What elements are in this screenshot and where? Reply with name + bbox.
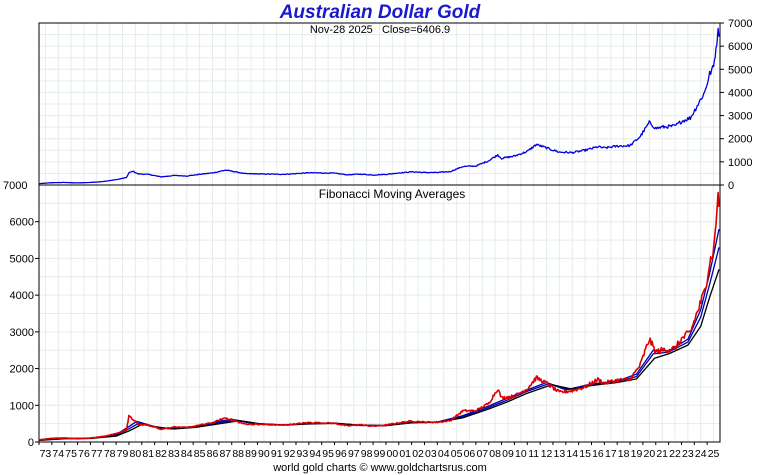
- x-tick-label: 76: [78, 448, 90, 460]
- y-tick-label: 4000: [10, 290, 34, 302]
- x-tick-label: 74: [52, 448, 64, 460]
- y-tick-label: 3000: [10, 327, 34, 339]
- x-tick-label: 97: [348, 448, 360, 460]
- y-tick-label: 2000: [10, 364, 34, 376]
- series-line: [38, 191, 720, 441]
- top-panel-grid: [39, 23, 720, 185]
- y-tick-label: 7000: [728, 18, 752, 30]
- x-tick-label: 23: [682, 448, 694, 460]
- x-tick-label: 94: [309, 448, 321, 460]
- x-tick-label: 98: [361, 448, 373, 460]
- x-axis: 73 74 75 76 77 78 79 80 81 82 83 84 85 86 87 88 89 90 91 92…: [38, 442, 720, 460]
- x-tick-label: 96: [335, 448, 347, 460]
- chart-title: Australian Dollar Gold: [279, 2, 481, 23]
- x-tick-label: 03: [425, 448, 437, 460]
- x-tick-label: 14: [566, 448, 578, 460]
- series-line: [39, 27, 720, 185]
- y-tick-label: 6000: [728, 41, 752, 53]
- x-tick-label: 07: [476, 448, 488, 460]
- bottom-panel-y-axis: 0 1000 2000 3000 4000 5000 6000: [10, 217, 39, 449]
- x-tick-label: 17: [605, 448, 617, 460]
- bottom-panel-frame: [38, 184, 721, 443]
- x-tick-label: 83: [168, 448, 180, 460]
- x-tick-label: 99: [374, 448, 386, 460]
- date-label: Nov-28 2025: [309, 24, 373, 36]
- x-tick-label: 87: [219, 448, 231, 460]
- x-tick-label: 73: [40, 448, 52, 460]
- x-tick-label: 18: [618, 448, 630, 460]
- x-tick-label: 15: [579, 448, 591, 460]
- x-tick-label: 00: [387, 448, 399, 460]
- bottom-panel-grid: [39, 185, 720, 442]
- x-tick-label: 78: [104, 448, 116, 460]
- y-tick-label: 0: [728, 180, 734, 192]
- y-tick-label: 1000: [10, 400, 34, 412]
- x-tick-label: 89: [245, 448, 257, 460]
- y-tick-label: 3000: [728, 111, 752, 123]
- x-tick-label: 22: [669, 448, 681, 460]
- x-tick-label: 09: [502, 448, 514, 460]
- y-tick-label: 2000: [728, 134, 752, 146]
- x-tick-label: 13: [554, 448, 566, 460]
- y-tick-label: 5000: [10, 253, 34, 265]
- y-tick-label: 6000: [10, 217, 34, 229]
- x-tick-label: 75: [65, 448, 77, 460]
- x-tick-label: 25: [708, 448, 720, 460]
- x-tick-label: 79: [117, 448, 129, 460]
- top-panel-y-axis: 0 1000 2000 3000 4000 5000 6000 7000: [720, 18, 752, 192]
- x-tick-label: 88: [232, 448, 244, 460]
- x-tick-label: 85: [194, 448, 206, 460]
- x-tick-label: 10: [515, 448, 527, 460]
- x-tick-label: 02: [412, 448, 424, 460]
- x-tick-label: 93: [297, 448, 309, 460]
- x-tick-label: 92: [284, 448, 296, 460]
- x-tick-label: 04: [438, 448, 450, 460]
- x-tick-label: 16: [592, 448, 604, 460]
- x-tick-label: 01: [399, 448, 411, 460]
- y-tick-label: 4000: [728, 87, 752, 99]
- x-tick-label: 11: [528, 448, 539, 460]
- x-tick-label: 06: [464, 448, 476, 460]
- x-tick-label: 21: [656, 448, 668, 460]
- x-tick-label: 84: [181, 448, 193, 460]
- x-tick-label: 20: [643, 448, 655, 460]
- x-tick-label: 77: [91, 448, 103, 460]
- x-tick-label: 81: [142, 448, 154, 460]
- x-tick-label: 82: [155, 448, 167, 460]
- x-tick-label: 90: [258, 448, 270, 460]
- footer-credit: world gold charts © www.goldchartsrus.co…: [273, 462, 487, 474]
- chart-subtitle: Nov-28 2025 Close=6406.9: [0, 24, 760, 36]
- close-label: Close=6406.9: [381, 24, 451, 36]
- x-tick-label: 80: [130, 448, 142, 460]
- y-tick-label: 1000: [728, 157, 752, 169]
- bottom-panel-title: Fibonacci Moving Averages: [319, 187, 466, 201]
- top-panel-series: [39, 27, 720, 185]
- x-tick-label: 05: [451, 448, 463, 460]
- x-tick-label: 12: [541, 448, 553, 460]
- x-tick-label: 24: [695, 448, 707, 460]
- x-tick-label: 19: [631, 448, 643, 460]
- bottom-panel-series: [38, 191, 720, 441]
- x-tick-label: 86: [207, 448, 219, 460]
- top-panel-left-label: 7000: [3, 180, 27, 192]
- x-tick-label: 91: [271, 448, 283, 460]
- y-tick-label: 0: [28, 437, 34, 449]
- y-tick-label: 5000: [728, 64, 752, 76]
- x-tick-label: 08: [489, 448, 501, 460]
- x-tick-label: 95: [322, 448, 334, 460]
